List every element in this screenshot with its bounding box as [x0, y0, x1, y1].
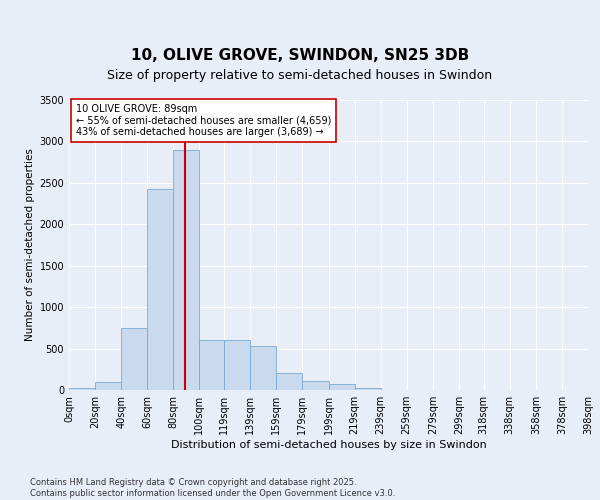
- Text: 10 OLIVE GROVE: 89sqm
← 55% of semi-detached houses are smaller (4,659)
43% of s: 10 OLIVE GROVE: 89sqm ← 55% of semi-deta…: [76, 104, 331, 138]
- Bar: [95, 382, 121, 390]
- Bar: [173, 150, 199, 390]
- Bar: [329, 384, 355, 390]
- Text: Contains HM Land Registry data © Crown copyright and database right 2025.
Contai: Contains HM Land Registry data © Crown c…: [30, 478, 395, 498]
- Bar: [147, 190, 173, 390]
- Text: Size of property relative to semi-detached houses in Swindon: Size of property relative to semi-detach…: [107, 70, 493, 82]
- Bar: [355, 388, 380, 390]
- Bar: [224, 340, 250, 390]
- Bar: [199, 340, 224, 390]
- Bar: [277, 374, 302, 390]
- Bar: [250, 346, 277, 390]
- Text: 10, OLIVE GROVE, SWINDON, SN25 3DB: 10, OLIVE GROVE, SWINDON, SN25 3DB: [131, 48, 469, 62]
- Y-axis label: Number of semi-detached properties: Number of semi-detached properties: [25, 148, 35, 342]
- Bar: [121, 328, 147, 390]
- Bar: [302, 381, 329, 390]
- Bar: [69, 388, 95, 390]
- X-axis label: Distribution of semi-detached houses by size in Swindon: Distribution of semi-detached houses by …: [170, 440, 487, 450]
